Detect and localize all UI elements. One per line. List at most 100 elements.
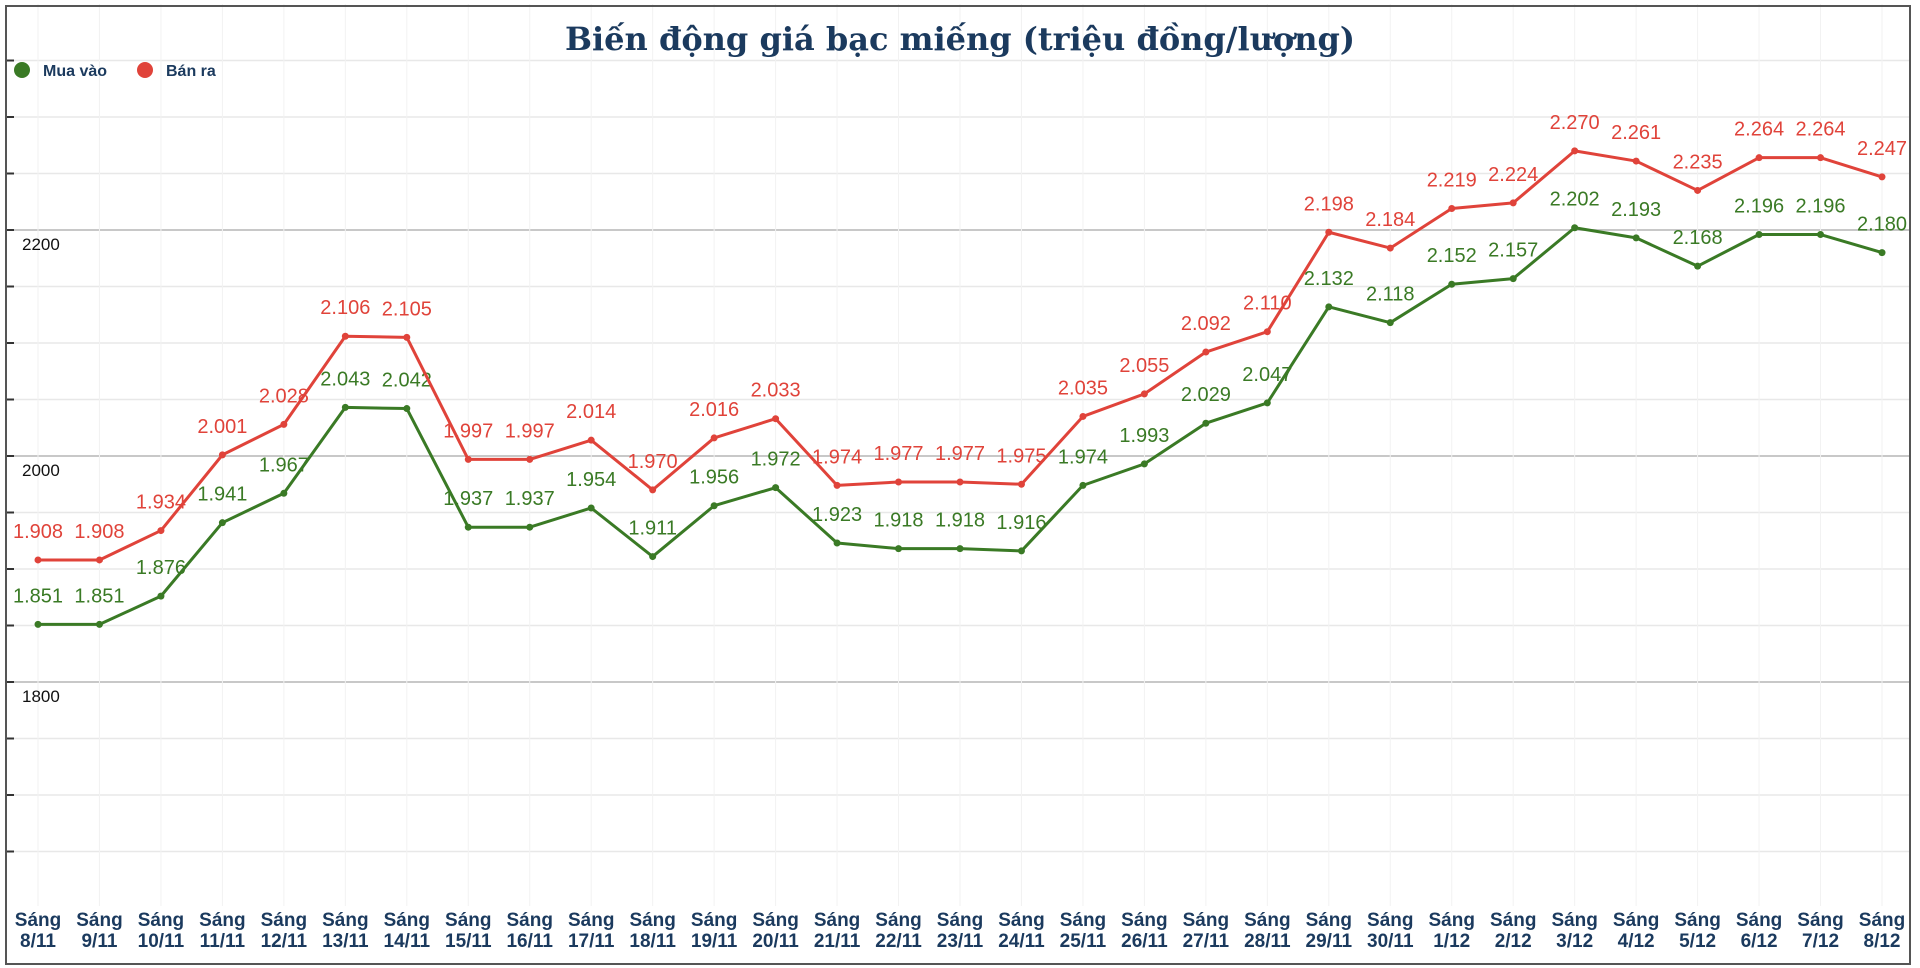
data-point [1509, 275, 1517, 283]
data-point [1017, 480, 1025, 488]
data-label: 1.972 [751, 449, 801, 471]
data-point [157, 592, 165, 600]
x-tick-label: Sáng 9/11 [76, 910, 122, 952]
x-tick-label: Sáng 13/11 [322, 910, 369, 952]
data-label: 1.908 [74, 521, 124, 543]
data-point [1694, 186, 1702, 194]
data-point [1079, 481, 1087, 489]
x-tick-label: Sáng 16/11 [506, 910, 553, 952]
data-label: 2.196 [1796, 196, 1846, 218]
data-point [1079, 412, 1087, 420]
data-label: 1.970 [628, 451, 678, 473]
series-Mua vào: 1.851 1.851 1.876 1.941 1.967 2.043 2.042 1.937… [13, 189, 1907, 628]
data-label: 2.184 [1365, 209, 1415, 231]
data-label: 2.219 [1427, 170, 1477, 192]
x-tick-label: Sáng 25/11 [1060, 910, 1107, 952]
x-tick-label: Sáng 26/11 [1121, 910, 1168, 952]
y-tick-label: 1800 [22, 687, 60, 706]
data-point [157, 527, 165, 535]
data-label: 2.168 [1673, 227, 1723, 249]
data-point [1202, 348, 1210, 356]
data-point [833, 481, 841, 489]
data-point [1755, 154, 1763, 162]
data-point [1017, 547, 1025, 555]
data-point [1140, 390, 1148, 398]
x-tick-label: Sáng 21/11 [814, 910, 861, 952]
x-tick-label: Sáng 8/11 [15, 910, 61, 952]
x-tick-label: Sáng 6/12 [1736, 910, 1782, 952]
data-label: 2.106 [320, 297, 370, 319]
data-label: 1.851 [13, 585, 63, 607]
x-tick-label: Sáng 19/11 [691, 910, 738, 952]
data-point [1755, 231, 1763, 239]
chart-frame [5, 5, 1911, 965]
series-Bán ra: 1.908 1.908 1.934 2.001 2.028 2.106 2.105 1.997… [13, 112, 1907, 564]
data-point [587, 504, 595, 512]
x-tick-label: Sáng 18/11 [629, 910, 676, 952]
data-label: 2.029 [1181, 384, 1231, 406]
data-point [464, 523, 472, 531]
data-label: 2.261 [1611, 122, 1661, 144]
data-label: 2.016 [689, 399, 739, 421]
data-point [895, 545, 903, 553]
x-axis: Sáng 8/11 Sáng 9/11 Sáng 10/11 Sáng 11/11 Sáng 12… [15, 910, 1905, 952]
data-point [1817, 231, 1825, 239]
data-label: 1.937 [505, 488, 555, 510]
data-label: 1.941 [197, 484, 247, 506]
data-label: 1.977 [935, 443, 985, 465]
data-point [218, 519, 226, 527]
x-tick-label: Sáng 15/11 [445, 910, 492, 952]
data-label: 1.977 [874, 443, 924, 465]
x-tick-label: Sáng 12/11 [261, 910, 308, 952]
y-tick-label: 2200 [22, 235, 60, 254]
data-label: 2.043 [320, 368, 370, 390]
data-point [34, 556, 42, 564]
legend: Mua vào Bán ra [14, 62, 216, 80]
data-label: 2.001 [197, 416, 247, 438]
x-tick-label: Sáng 27/11 [1183, 910, 1230, 952]
data-point [1817, 154, 1825, 162]
data-label: 2.055 [1119, 355, 1169, 377]
data-label: 1.908 [13, 521, 63, 543]
data-point [1325, 228, 1333, 236]
data-label: 2.180 [1857, 214, 1907, 236]
data-point [526, 455, 534, 463]
data-point [649, 486, 657, 494]
data-point [1386, 319, 1394, 327]
data-label: 1.851 [74, 585, 124, 607]
data-point [772, 415, 780, 423]
data-label: 2.042 [382, 370, 432, 392]
data-point [649, 553, 657, 561]
data-point [587, 436, 595, 444]
data-label: 2.198 [1304, 193, 1354, 215]
x-tick-label: Sáng 1/12 [1429, 910, 1475, 952]
data-label: 1.974 [812, 446, 862, 468]
y-tick-label: 2000 [22, 461, 60, 480]
data-point [1571, 224, 1579, 232]
data-label: 2.035 [1058, 377, 1108, 399]
data-point [280, 489, 288, 497]
data-point [1140, 460, 1148, 468]
data-point [1448, 280, 1456, 288]
data-label: 2.202 [1550, 189, 1600, 211]
data-label: 1.916 [996, 512, 1046, 534]
data-point [1386, 244, 1394, 252]
data-point [34, 620, 42, 628]
data-label: 1.993 [1119, 425, 1169, 447]
x-tick-label: Sáng 5/12 [1674, 910, 1720, 952]
data-point [341, 403, 349, 411]
data-point [710, 434, 718, 442]
data-label: 1.918 [874, 510, 924, 532]
data-point [956, 545, 964, 553]
data-point [1878, 173, 1886, 181]
data-label: 1.876 [136, 557, 186, 579]
data-point [772, 484, 780, 492]
data-label: 2.033 [751, 380, 801, 402]
data-point [1571, 147, 1579, 155]
data-label: 1.956 [689, 467, 739, 489]
data-label: 2.092 [1181, 313, 1231, 335]
x-tick-label: Sáng 8/12 [1859, 910, 1905, 952]
data-point [1694, 262, 1702, 270]
x-tick-label: Sáng 24/11 [998, 910, 1045, 952]
data-label: 2.110 [1243, 293, 1292, 315]
